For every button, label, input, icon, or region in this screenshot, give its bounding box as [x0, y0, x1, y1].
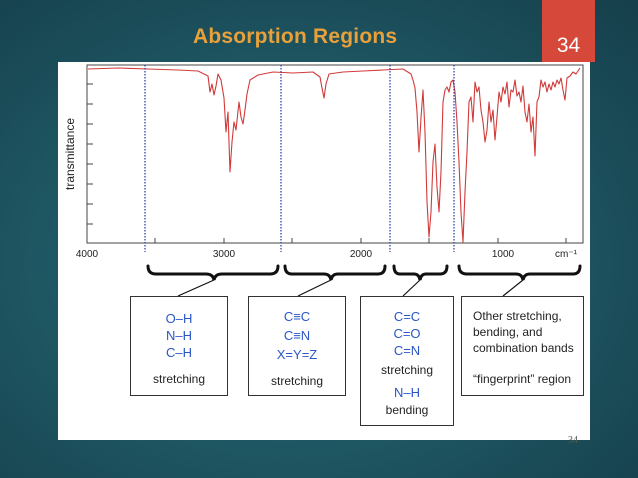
region-dividers [144, 65, 455, 252]
fingerprint-line-2: bending, and [473, 325, 543, 339]
slide-title: Absorption Regions [193, 25, 398, 48]
region-braces [146, 264, 582, 281]
bond-ch: C–H [165, 345, 192, 360]
ir-spectrum-svg: transmittance 4000 3000 2000 1000 cm⁻¹ [63, 64, 584, 297]
x-unit-label: cm⁻¹ [555, 249, 578, 260]
plot-frame [86, 64, 584, 244]
bond-ccc: C≡C [283, 309, 311, 324]
bond-co: C=O [393, 326, 421, 341]
y-axis-label: transmittance [63, 118, 77, 190]
caption-bending: bending [385, 403, 429, 417]
caption-stretching-3: stretching [380, 363, 434, 377]
fingerprint-line-3: combination bands [473, 341, 574, 355]
slide-number: 34 [556, 34, 581, 57]
y-ticks [87, 83, 93, 225]
region-box-triple-bonds: C≡C C≡N X=Y=Z stretching [248, 296, 346, 396]
x-tick-2000: 2000 [350, 249, 373, 260]
caption-stretching-1: stretching [152, 372, 206, 386]
bond-nh: N–H [165, 328, 192, 343]
bond-oh: O–H [165, 311, 193, 326]
x-tick-4000: 4000 [76, 249, 99, 260]
bond-cc: C=C [393, 309, 421, 324]
bond-cn-double: C=N [393, 343, 421, 358]
spectrum-figure: transmittance 4000 3000 2000 1000 cm⁻¹ [58, 62, 590, 446]
region-box-fingerprint: Other stretching, bending, and combinati… [461, 296, 584, 396]
brace-connectors [177, 279, 524, 297]
spectrum-trace [87, 67, 581, 243]
fingerprint-line-1: Other stretching, [473, 309, 562, 323]
bond-nh-bending: N–H [393, 385, 420, 400]
x-ticks [86, 238, 567, 243]
bond-cn: C≡N [283, 328, 311, 343]
x-tick-1000: 1000 [492, 249, 515, 260]
bond-xyz: X=Y=Z [276, 347, 318, 362]
page-number: 34 [568, 435, 578, 446]
x-tick-3000: 3000 [213, 249, 236, 260]
slide-number-tab: 34 [542, 0, 595, 62]
region-box-double-bonds: C=C C=O C=N stretching N–H bending [360, 296, 454, 426]
region-box-single-bonds: O–H N–H C–H stretching [130, 296, 228, 396]
caption-fingerprint: “fingerprint” region [473, 372, 572, 386]
caption-stretching-2: stretching [270, 374, 324, 388]
